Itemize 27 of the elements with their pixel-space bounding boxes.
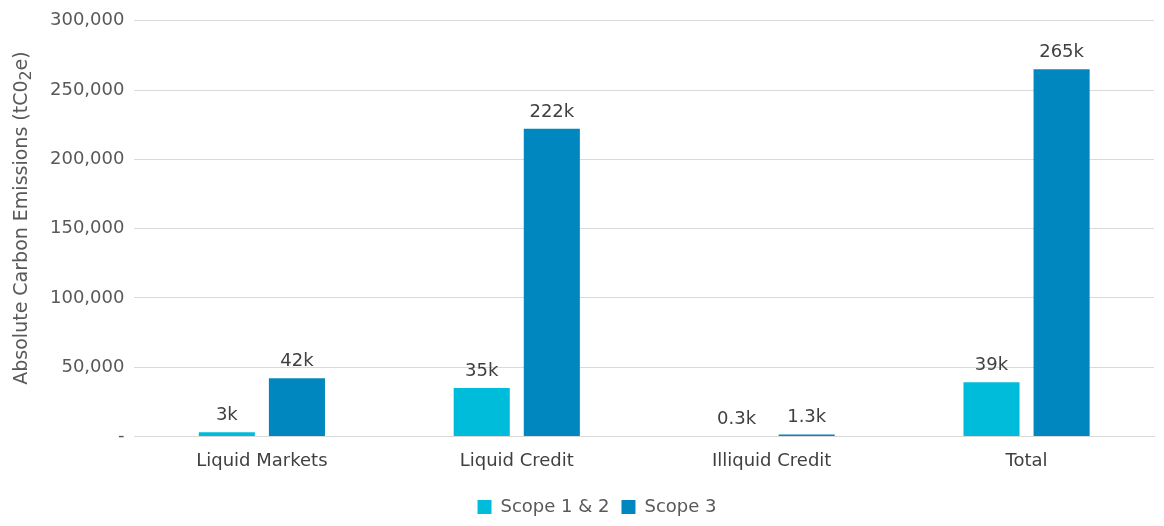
y-tick-label: 200,000	[50, 147, 125, 169]
y-tick-label: 150,000	[50, 216, 125, 238]
data-label: 3k	[215, 402, 239, 424]
bar	[268, 378, 325, 436]
legend-label: Scope 3	[644, 494, 717, 516]
bar	[1033, 69, 1090, 436]
x-tick-label: Liquid Credit	[459, 448, 574, 470]
x-tick-label: Liquid Markets	[196, 448, 328, 470]
y-tick-label: -	[117, 424, 125, 446]
y-tick-label: 250,000	[50, 77, 125, 99]
bar	[198, 432, 255, 436]
bar	[453, 387, 510, 436]
y-tick-label: 100,000	[50, 285, 125, 307]
bar	[523, 128, 580, 436]
data-label: 1.3k	[787, 405, 827, 427]
x-tick-label: Illiquid Credit	[711, 448, 832, 470]
x-tick-label: Total	[1004, 448, 1048, 470]
data-label: 222k	[529, 99, 575, 121]
data-label: 42k	[280, 348, 315, 370]
legend-label: Scope 1 & 2	[500, 494, 610, 516]
y-tick-label: 50,000	[61, 354, 125, 376]
data-label: 39k	[974, 353, 1009, 375]
data-label: 0.3k	[717, 406, 757, 428]
y-tick-label: 300,000	[50, 8, 125, 30]
data-label: 35k	[465, 358, 499, 380]
bar	[963, 382, 1020, 436]
data-label: 265k	[1039, 39, 1085, 61]
